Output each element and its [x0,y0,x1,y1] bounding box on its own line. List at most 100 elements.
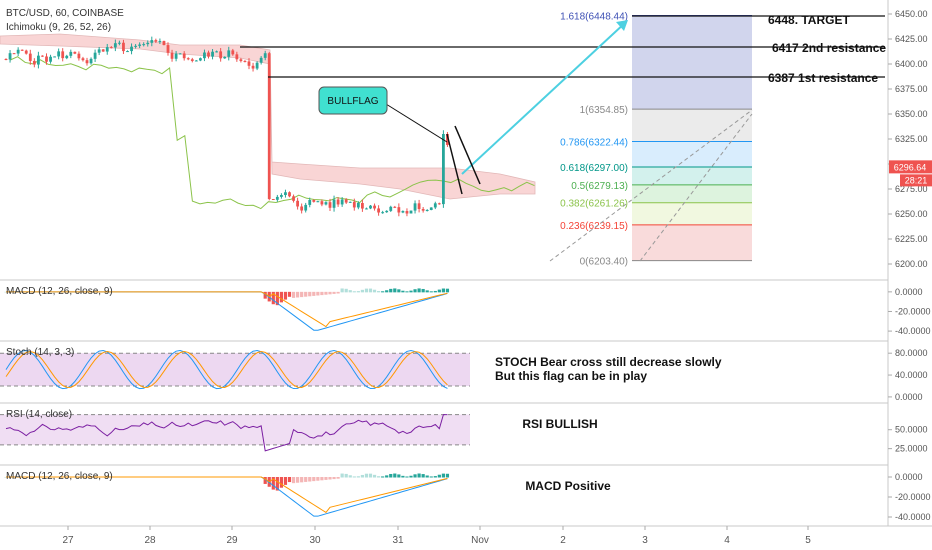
macd-histogram-bar [320,477,324,481]
macd-histogram-bar [425,475,429,478]
fib-level-label: 1(6354.85) [580,105,628,116]
last-price-badge [889,160,932,174]
candle-body [122,42,125,52]
candle-body [405,211,409,214]
candle-body [37,55,40,65]
candle-body [316,201,320,203]
pane-tick-label: 25.0000 [895,444,928,454]
pane-tick-label: 50.0000 [895,425,928,435]
price-tick-label: 6450.00 [895,9,928,19]
candle-body [365,208,368,210]
time-tick-label: Nov [471,535,489,546]
macd-histogram-bar [328,477,332,480]
macd-histogram-bar [336,477,340,479]
candle-body [255,62,259,69]
candle-body [308,200,312,205]
candle-body [16,49,20,54]
macd-histogram-bar [364,288,369,293]
candle-body [97,49,101,53]
fib-zone [632,224,752,261]
macd-histogram-bar [348,290,352,293]
macd-histogram-bar [372,474,377,478]
candle-body [73,51,77,54]
time-tick-label: 31 [392,535,404,546]
pane-note: MACD Positive [525,479,611,493]
candle-body [304,204,308,211]
candle-body [352,201,356,208]
macd-histogram-bar [389,473,393,478]
pane-note: STOCH Bear cross still decrease slowly Bu… [495,355,722,383]
macd-histogram-bar [429,476,433,478]
macd-histogram-bar [279,291,283,303]
macd-histogram-bar [417,288,421,293]
pane-note-line: But this flag can be in play [495,369,647,383]
pane-tick-label: 40.0000 [895,370,928,380]
price-tick-label: 6225.00 [895,234,928,244]
price-tick-label: 6200.00 [895,259,928,269]
macd-histogram-bar [421,288,425,293]
candle-body [320,201,324,205]
macd-histogram-bar [409,290,413,293]
target-arrow [461,21,627,175]
fib-zone [632,184,752,203]
candle-body [24,50,28,54]
time-tick-label: 4 [724,535,730,546]
time-tick-label: 29 [226,535,238,546]
candle-body [377,208,380,213]
macd-histogram-bar [429,291,433,293]
pane-tick-label: -20.0000 [895,492,931,502]
macd-histogram-bar [352,476,356,478]
candle-body [138,44,142,46]
candle-body [178,53,182,55]
fib-level-label: 1.618(6448.44) [560,12,628,23]
time-tick-label: 30 [309,535,321,546]
macd-line [6,476,448,517]
macd-histogram-bar [377,291,381,293]
macd-line [6,291,448,331]
macd-histogram-bar [445,288,450,293]
price-tick-label: 6350.00 [895,109,928,119]
macd-histogram-bar [291,291,296,298]
macd-histogram-bar [368,473,373,478]
candle-body [275,196,279,200]
ichimoku-label: Ichimoku (9, 26, 52, 26) [6,22,111,33]
candle-body [393,206,397,208]
candle-body [421,208,425,211]
fib-zone [632,15,752,110]
candle-body [425,209,429,211]
macd-histogram-bar [344,473,348,478]
macd-histogram-bar [364,473,369,478]
time-tick-label: 5 [805,535,811,546]
macd-histogram-bar [324,291,328,295]
time-tick-label: 2 [560,535,566,546]
candle-body [194,60,198,62]
candle-body [150,40,154,43]
candle-body [247,61,251,66]
candle-body [385,210,389,213]
macd-signal-line [6,476,448,514]
macd-histogram-bar [279,477,283,488]
macd-histogram-bar [300,477,304,483]
candle-body [328,202,332,208]
pane-tick-label: -40.0000 [895,512,931,522]
candle-body [300,206,304,211]
candle-body [231,50,235,55]
macd-histogram-bar [287,477,292,483]
candle-body [433,203,437,208]
macd-histogram-bar [397,289,401,293]
candle-body [409,210,413,214]
bullflag-callout[interactable] [318,86,388,115]
macd-histogram-bar [304,477,308,482]
candle-body [45,56,48,62]
candle-body [61,51,65,59]
candle-body [356,202,360,208]
candle-body [199,58,202,61]
candle-body [146,42,150,45]
macd-histogram-bar [368,288,373,293]
fib-level-label: 0.618(6297.00) [560,163,628,174]
candle-body [12,53,16,55]
candle-body [166,45,170,53]
candle-body [207,52,210,57]
candle-body [227,50,231,57]
